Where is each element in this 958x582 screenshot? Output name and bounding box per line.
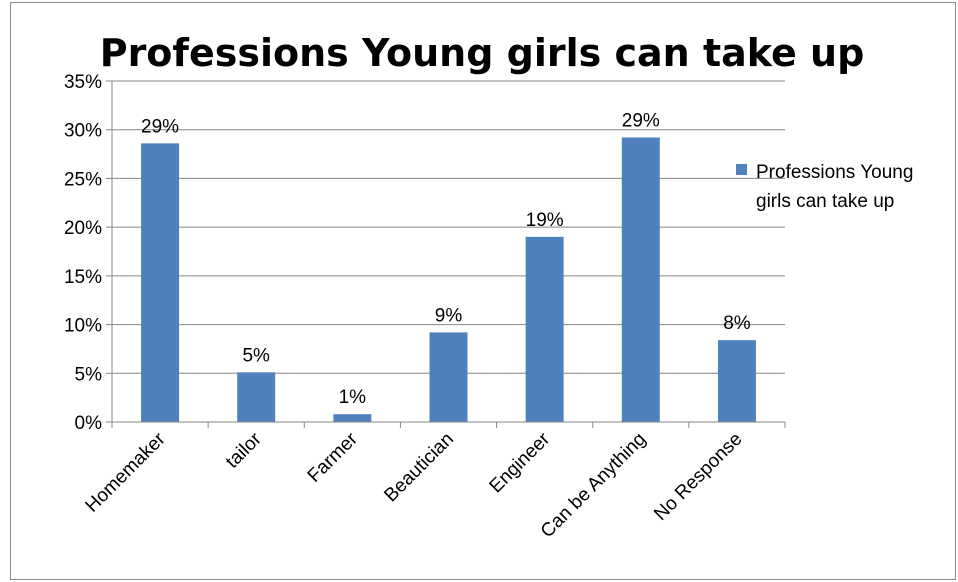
category-label: No Response — [650, 429, 746, 525]
legend-label-line: Professions Young — [756, 162, 913, 183]
bar — [621, 137, 660, 422]
gridlines — [112, 80, 785, 374]
y-tick-label: 15% — [64, 267, 102, 288]
bars: 29% 5% 1% 9% 19% 29% 8% — [141, 111, 756, 422]
x-axis: Homemaker tailor Farmer Beautician EngineerC… — [82, 421, 786, 542]
y-tick-label: 35% — [64, 72, 102, 93]
category-label: Beautician — [380, 429, 458, 507]
y-tick-label: 20% — [64, 218, 102, 239]
category-label: Engineer — [486, 428, 555, 497]
bar — [237, 372, 276, 422]
y-tick-label: 0% — [75, 413, 103, 434]
data-label: 29% — [622, 111, 660, 132]
data-label: 8% — [723, 313, 751, 334]
category-label: tailor — [222, 428, 266, 472]
y-tick-label: 30% — [64, 121, 102, 142]
legend-label: Professions Young girls can take up — [756, 162, 913, 212]
data-label: 29% — [141, 116, 179, 137]
category-label: Homemaker — [82, 428, 170, 516]
bar — [333, 414, 372, 422]
bar — [429, 332, 468, 422]
data-label: 9% — [435, 305, 463, 326]
data-label: 1% — [339, 387, 367, 408]
legend-swatch — [736, 164, 747, 175]
y-tick-label: 10% — [64, 316, 102, 337]
category-label: Can be Anything — [537, 429, 650, 542]
y-tick-label: 5% — [75, 364, 103, 385]
y-tick-label: 25% — [64, 169, 102, 190]
y-axis: 0% 5% 10% 15% 20% 25% 30% 35% — [64, 72, 113, 434]
data-label: 5% — [242, 345, 270, 366]
data-label: 19% — [526, 210, 564, 231]
bar — [717, 340, 756, 422]
bar — [141, 143, 180, 422]
category-label: Farmer — [304, 428, 363, 487]
chart-title: Professions Young girls can take up — [100, 31, 865, 75]
legend: Professions Young girls can take up — [736, 162, 913, 212]
bar — [525, 236, 564, 422]
legend-label-line: girls can take up — [756, 191, 894, 212]
